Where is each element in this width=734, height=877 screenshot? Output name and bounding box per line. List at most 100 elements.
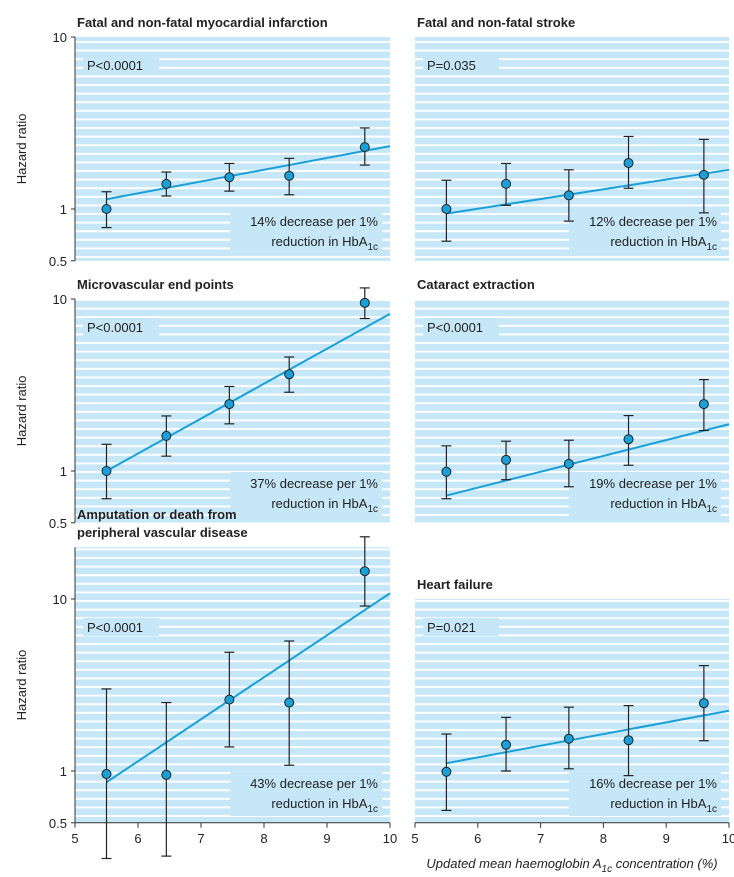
annotation-box [569, 210, 721, 254]
panel-title: Cataract extraction [417, 277, 535, 292]
x-tick-label: 8 [260, 831, 267, 846]
p-value-box [83, 318, 159, 336]
y-tick-label: 0.5 [49, 254, 67, 269]
point [161, 430, 172, 441]
annotation: 16% decrease per 1% [589, 776, 717, 791]
point [224, 399, 235, 410]
annotation: reduction in HbA1c [271, 234, 378, 253]
annotation-subscript: 1c [367, 804, 378, 815]
p-value: P=0.021 [427, 620, 476, 635]
panel-title: Fatal and non-fatal myocardial infarctio… [77, 15, 328, 30]
point [359, 566, 370, 577]
p-value: P<0.0001 [87, 320, 143, 335]
x-tick-label: 5 [71, 831, 78, 846]
x-axis-label-text: Updated mean haemoglobin A [426, 856, 601, 871]
point [563, 458, 574, 469]
point [101, 769, 112, 780]
fit-line [446, 168, 730, 215]
p-value-box [423, 318, 499, 336]
point [623, 735, 634, 746]
fit-line [106, 312, 391, 472]
point [441, 466, 452, 477]
annotation: 43% decrease per 1% [250, 776, 378, 791]
p-value-box [423, 618, 499, 636]
point [501, 739, 512, 750]
x-tick-label: 5 [411, 831, 418, 846]
y-axis-label: Hazard ratio [14, 375, 29, 446]
annotation: reduction in HbA1c [271, 796, 378, 815]
p-value: P<0.0001 [87, 58, 143, 73]
x-tick-label: 9 [323, 831, 330, 846]
annotation: reduction in HbA1c [610, 496, 717, 515]
point [161, 178, 172, 189]
x-tick-label: 9 [663, 831, 670, 846]
annotation-subscript: 1c [367, 242, 378, 253]
y-tick-label: 1 [60, 464, 67, 479]
point [441, 204, 452, 214]
panel-title: Microvascular end points [77, 277, 234, 292]
y-tick-label: 0.5 [49, 816, 67, 831]
annotation: reduction in HbA1c [610, 234, 717, 253]
x-tick-label: 10 [383, 831, 397, 846]
annotation-text: reduction in HbA [271, 496, 367, 511]
x-axis-label: Updated mean haemoglobin A1c concentrati… [426, 856, 717, 875]
y-tick-label: 1 [60, 764, 67, 779]
point [698, 399, 709, 410]
x-tick-label: 7 [197, 831, 204, 846]
annotation-text: reduction in HbA [610, 234, 706, 249]
annotation-box [230, 772, 382, 816]
y-tick-label: 10 [53, 292, 67, 307]
p-value: P=0.035 [427, 58, 476, 73]
fit-line [105, 592, 391, 784]
point [101, 466, 112, 476]
y-tick-label: 1 [60, 202, 67, 217]
fit-line [106, 145, 391, 201]
annotation: reduction in HbA1c [271, 496, 378, 515]
point [359, 297, 370, 308]
point [698, 169, 709, 180]
point [441, 766, 452, 777]
annotation-box [569, 472, 721, 516]
point [501, 454, 512, 465]
panel-title: Fatal and non-fatal stroke [417, 15, 575, 30]
y-tick-label: 10 [53, 592, 67, 607]
x-axis-label-subscript: 1c [602, 864, 613, 875]
annotation-subscript: 1c [706, 804, 717, 815]
annotation-box [230, 472, 382, 516]
fit-line [446, 709, 730, 765]
annotation: reduction in HbA1c [610, 796, 717, 815]
y-tick-label: 0.5 [49, 516, 67, 531]
x-tick-label: 10 [722, 831, 734, 846]
annotation-text: reduction in HbA [271, 234, 367, 249]
y-tick-label: 10 [53, 30, 67, 45]
annotation: 37% decrease per 1% [250, 476, 378, 491]
x-tick-label: 8 [600, 831, 607, 846]
annotation: 19% decrease per 1% [589, 476, 717, 491]
point [284, 697, 295, 708]
point [284, 369, 295, 380]
x-tick-label: 7 [537, 831, 544, 846]
x-tick-label: 6 [474, 831, 481, 846]
point [224, 172, 235, 183]
annotation-subscript: 1c [706, 242, 717, 253]
x-axis-label-text: concentration (%) [612, 856, 718, 871]
p-value-box [83, 56, 159, 74]
annotation: 12% decrease per 1% [589, 214, 717, 229]
annotation-text: reduction in HbA [271, 796, 367, 811]
p-value: P<0.0001 [87, 620, 143, 635]
point [698, 698, 709, 709]
point [501, 178, 512, 189]
y-axis-label: Hazard ratio [14, 650, 29, 721]
y-axis-label: Hazard ratio [14, 113, 29, 184]
p-value-box [423, 56, 499, 74]
panel-title: peripheral vascular disease [77, 525, 248, 540]
fit-line [446, 423, 730, 497]
annotation-box [569, 772, 721, 816]
x-tick-label: 6 [134, 831, 141, 846]
annotation-subscript: 1c [367, 504, 378, 515]
point [563, 190, 574, 201]
point [623, 434, 634, 445]
annotation-text: reduction in HbA [610, 796, 706, 811]
panel-title: Heart failure [417, 577, 493, 592]
